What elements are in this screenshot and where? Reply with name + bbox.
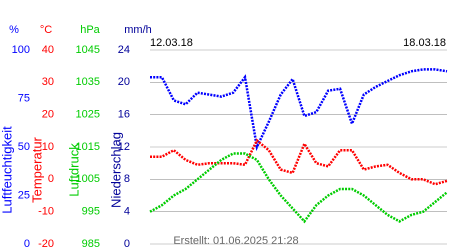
y-tick-label: 1045 <box>76 44 100 56</box>
y-tick-label: 16 <box>118 109 130 121</box>
axis-title: Temperatur <box>29 136 44 202</box>
series-line <box>149 152 448 224</box>
y-tick-label: 12 <box>118 141 130 153</box>
y-tick-label: 8 <box>124 173 130 185</box>
y-tick-label: 75 <box>18 92 30 104</box>
y-tick-label: 10 <box>42 141 54 153</box>
y-tick-label: -10 <box>38 206 54 218</box>
y-tick-label: 1025 <box>76 109 100 121</box>
y-tick-label: 20 <box>42 109 54 121</box>
y-tick-label: 995 <box>82 206 100 218</box>
y-tick-label: 30 <box>42 76 54 88</box>
axis-unit: % <box>9 24 19 36</box>
axis-unit: mm/h <box>124 24 152 36</box>
axis-title: Niederschlag <box>108 132 123 208</box>
axis-title: Luftdruck <box>66 143 81 197</box>
end-date: 18.03.18 <box>403 37 446 49</box>
y-tick-label: 100 <box>12 44 30 56</box>
y-tick-label: 985 <box>82 238 100 250</box>
axis-unit: hPa <box>80 24 100 36</box>
y-tick-label: 25 <box>18 189 30 201</box>
footer: Erstellt: 01.06.2025 21:28 <box>173 235 298 247</box>
y-tick-label: 50 <box>18 141 30 153</box>
y-tick-label: 24 <box>118 44 130 56</box>
start-date: 12.03.18 <box>150 37 193 49</box>
axis-unit: °C <box>40 24 52 36</box>
y-tick-label: 1035 <box>76 76 100 88</box>
y-tick-label: -20 <box>38 238 54 250</box>
y-tick-label: 20 <box>118 76 130 88</box>
y-tick-label: 0 <box>24 238 30 250</box>
y-tick-label: 0 <box>124 238 130 250</box>
axis-title: Luftfeuchtigkeit <box>0 126 14 214</box>
y-tick-label: 1005 <box>76 173 100 185</box>
y-tick-label: 40 <box>42 44 54 56</box>
y-tick-label: 4 <box>124 206 130 218</box>
series-line <box>150 138 448 186</box>
series-line <box>150 68 448 152</box>
y-tick-label: 0 <box>48 173 54 185</box>
y-tick-label: 1015 <box>76 141 100 153</box>
